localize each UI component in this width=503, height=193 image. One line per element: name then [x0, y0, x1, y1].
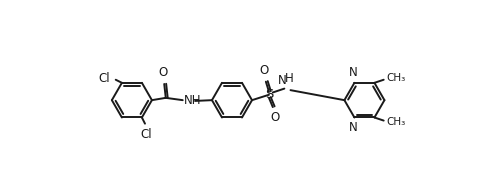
- Text: O: O: [159, 66, 168, 79]
- Text: O: O: [271, 111, 280, 124]
- Text: N: N: [349, 121, 357, 134]
- Text: NH: NH: [184, 94, 202, 108]
- Text: H: H: [285, 72, 294, 85]
- Text: N: N: [349, 66, 357, 79]
- Text: Cl: Cl: [141, 128, 152, 141]
- Text: O: O: [260, 64, 269, 77]
- Text: N: N: [278, 74, 286, 87]
- Text: CH₃: CH₃: [386, 117, 405, 127]
- Text: S: S: [265, 88, 273, 101]
- Text: CH₃: CH₃: [386, 73, 405, 83]
- Text: Cl: Cl: [98, 72, 110, 85]
